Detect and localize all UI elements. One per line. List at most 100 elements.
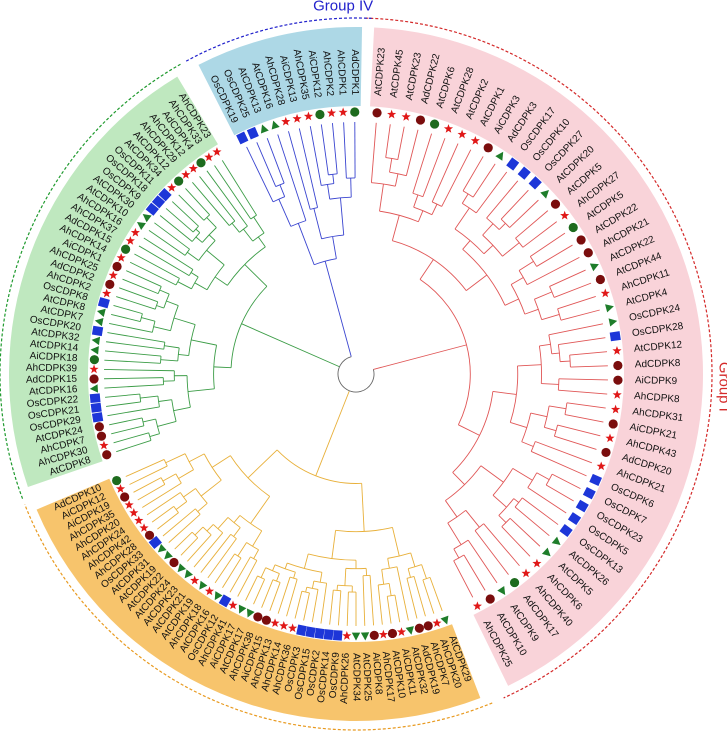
tree-branch [391,215,400,241]
tree-branch [183,488,196,498]
tree-branch [329,196,352,200]
leaf-circle [595,274,605,285]
tree-branch [142,418,156,423]
leaf-label: AtCDPK14 [30,339,80,354]
leaf-star [472,601,482,611]
leaf-star [443,124,454,133]
tree-branch [461,193,469,204]
tree-branch [163,459,168,467]
leaf-triangle [89,384,99,393]
tree-branch [239,515,263,532]
tree-branch [501,517,511,528]
tree-branch [252,530,263,547]
leaf-star [204,586,215,596]
tree-branch [107,406,160,417]
tree-branch [116,439,152,453]
tree-branch [187,251,199,261]
tree-branch [397,126,405,160]
leaf-star [188,163,198,173]
leaf-circle [112,475,122,486]
leaf-star [605,433,615,443]
tree-branch [194,526,204,536]
tree-branch [510,284,526,315]
tree-branch [554,435,597,450]
leaf-triangle [96,308,106,317]
tree-branch [331,530,337,559]
leaf-triangle [214,591,223,601]
tree-branch [250,556,258,561]
tree-branch [447,522,462,545]
tree-branch [253,216,265,234]
root-arc [337,356,375,393]
tree-branch [200,534,232,573]
leaf-label: AiCDPK8 [370,652,384,695]
leaf-triangle [540,190,549,199]
tree-branch [320,124,329,175]
leaf-label: AhCDPK39 [26,363,78,375]
leaf-square [296,624,307,637]
tree-branch [311,580,315,589]
tree-branch [277,576,291,614]
tree-branch [387,558,390,569]
tree-branch [387,594,396,597]
leaf-triangle [260,124,269,134]
group-arcs [0,17,713,731]
tree-branch [109,323,153,333]
tree-branch [113,305,143,315]
tree-branch [301,590,310,594]
leaf-circle [350,107,360,117]
tree-branch [509,199,539,228]
tree-branch [141,317,156,322]
leaf-circle [120,492,130,502]
leaf-square [567,512,582,525]
tree-branch [200,479,222,497]
leaf-triangle [440,615,449,625]
leaf-square [91,325,104,337]
tree-branch [230,455,270,497]
tree-branch [551,352,560,355]
tree-branch [311,589,319,623]
tree-branch [518,270,528,285]
group-band [8,76,218,487]
tree-branch [137,483,166,501]
leaf-triangle [136,222,146,231]
tree-branch [548,323,604,336]
leaf-label: AtCDPK16 [29,384,78,398]
tree-branch [386,596,392,624]
tree-branch [480,465,504,483]
tree-branch [346,591,349,626]
tree-branch [453,548,460,559]
tree-branch [206,217,217,228]
tree-branch [558,389,608,395]
leaf-square [528,176,542,190]
group-arc [24,504,493,731]
tree-branch [500,189,529,220]
tree-branch [193,532,224,568]
tree-branch [536,244,573,267]
tree-branch [422,138,446,197]
tree-branch [453,560,474,598]
tree-branch [558,337,606,345]
leaf-square [582,486,596,500]
leaf-circle [112,261,122,272]
tree-branch [265,567,280,574]
leaf-circle [105,279,115,289]
tree-branch [133,477,162,493]
tree-branch [521,441,534,447]
leaf-circle [94,422,104,432]
leaf-circle [601,447,611,458]
tree-branch [560,309,600,321]
tree-branch [256,142,277,187]
root-branch [324,261,352,357]
tree-branch [452,472,465,485]
tree-branch [206,524,214,532]
leaf-symbols [89,107,623,641]
tree-branch [230,285,268,368]
leaf-triangle [238,604,247,614]
leaf-triangle [360,632,370,641]
tree-branch [192,182,230,226]
tree-branch [191,232,201,242]
tree-branch [498,498,515,516]
tree-branch [207,538,237,579]
